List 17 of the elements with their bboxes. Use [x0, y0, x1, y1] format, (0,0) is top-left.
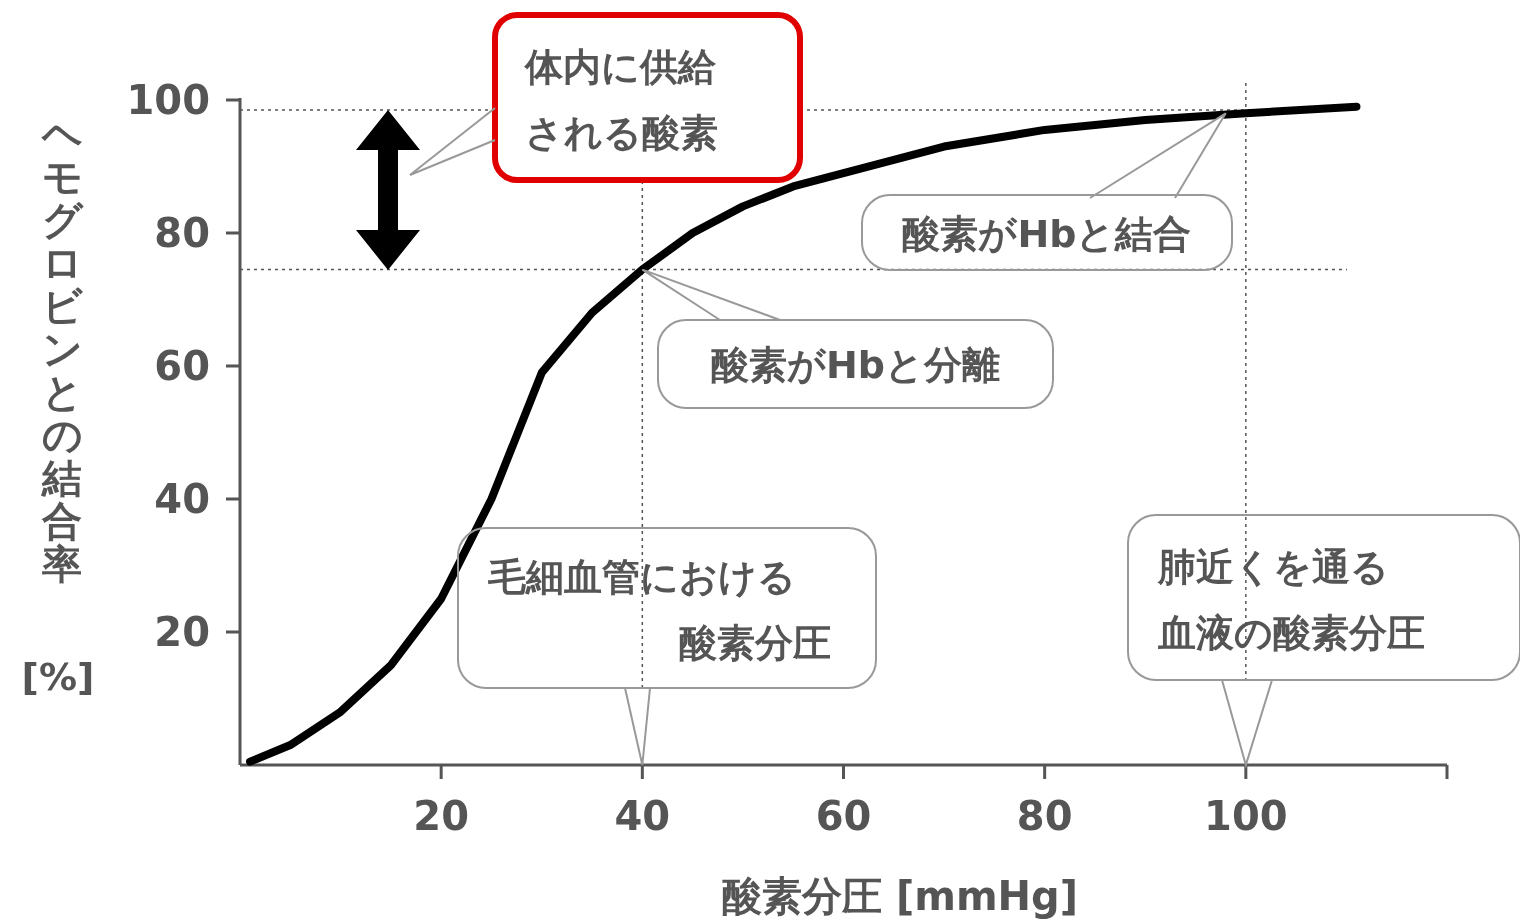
x-tick-label: 100: [1204, 793, 1288, 839]
y-tick-label: 80: [154, 210, 210, 256]
annotation: 酸素がHbと結合: [902, 211, 1192, 256]
x-tick-label: 40: [614, 793, 671, 839]
annotation: 肺近くを通る血液の酸素分圧: [1157, 544, 1425, 655]
x-tick-label: 80: [1016, 793, 1073, 839]
y-tick-label: 100: [126, 77, 210, 123]
annotation: 酸素がHbと分離: [710, 343, 1001, 387]
y-tick-label: 40: [154, 476, 210, 522]
x-axis-title: 酸素分圧 [mmHg]: [722, 873, 1078, 919]
annotation: 体内に供給される酸素: [523, 44, 718, 155]
y-tick-label: 60: [154, 343, 210, 389]
ylabel: ヘモグロビンとの結合率 [%]: [21, 111, 95, 699]
x-tick-label: 20: [413, 793, 469, 839]
x-tick-label: 60: [815, 793, 872, 839]
y-tick-label: 20: [154, 609, 210, 655]
annotation: 毛細血管における酸素分圧: [487, 555, 831, 665]
